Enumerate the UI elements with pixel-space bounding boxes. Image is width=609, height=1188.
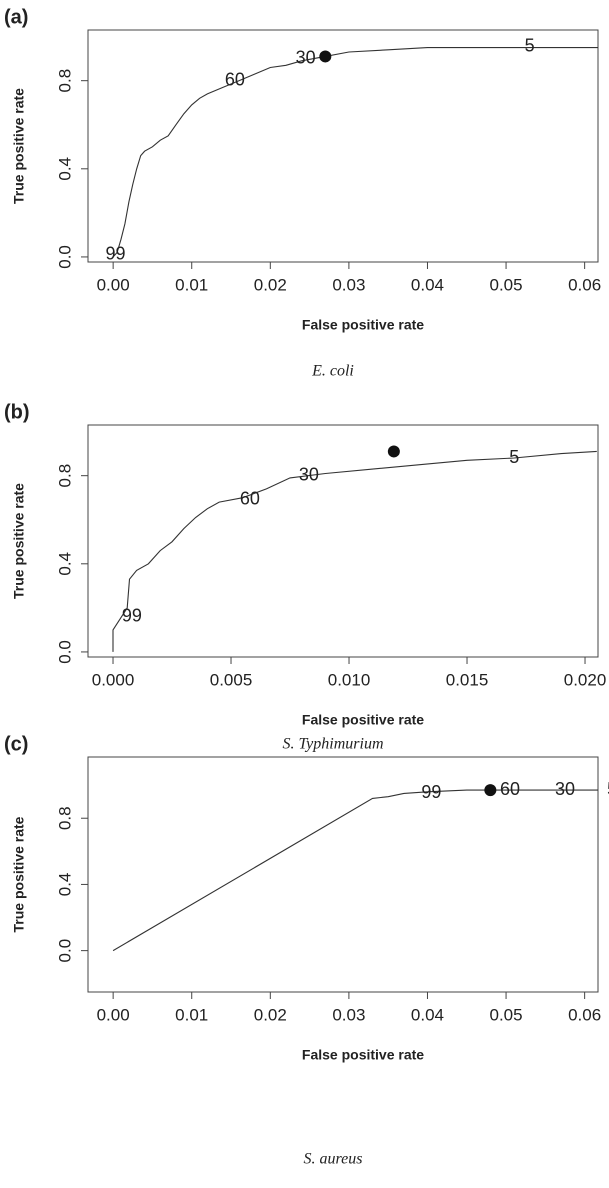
- y-axis-label: True positive rate: [11, 483, 27, 599]
- y-tick-label: 0.8: [55, 806, 74, 830]
- x-tick-label: 0.06: [568, 1005, 601, 1024]
- x-tick-label: 0.04: [411, 1005, 444, 1024]
- x-tick-label: 0.04: [411, 275, 444, 294]
- x-axis-label: False positive rate: [302, 1047, 424, 1063]
- threshold-label: 60: [225, 69, 245, 89]
- x-tick-label: 0.02: [254, 275, 287, 294]
- caption: S. Typhimurium: [282, 736, 383, 753]
- plot-frame: [87, 29, 599, 263]
- roc-curve: [112, 789, 598, 952]
- x-tick-label: 0.010: [328, 670, 371, 689]
- roc-curve: [112, 450, 597, 652]
- threshold-label: 30: [555, 779, 575, 799]
- panel-label: (c): [4, 733, 28, 755]
- x-tick-label: 0.03: [332, 1005, 365, 1024]
- y-axis-label: True positive rate: [11, 88, 27, 204]
- x-tick-label: 0.05: [490, 275, 523, 294]
- x-tick-label: 0.05: [490, 1005, 523, 1024]
- threshold-label: 30: [296, 47, 316, 67]
- plot-frame: [87, 424, 599, 658]
- y-axis-label: True positive rate: [11, 816, 27, 932]
- operating-point: [319, 50, 332, 63]
- threshold-label: 60: [240, 489, 260, 509]
- x-tick-label: 0.06: [568, 275, 601, 294]
- x-tick-label: 0.015: [446, 670, 489, 689]
- caption: E. coli: [311, 363, 354, 380]
- threshold-label: 60: [500, 779, 520, 799]
- threshold-label: 99: [105, 243, 125, 263]
- y-tick-label: 0.8: [55, 464, 74, 488]
- threshold-label: 99: [421, 782, 441, 802]
- operating-point: [484, 784, 497, 797]
- x-tick-label: 0.03: [332, 275, 365, 294]
- x-tick-label: 0.005: [210, 670, 253, 689]
- x-tick-label: 0.020: [564, 670, 607, 689]
- y-tick-label: 0.0: [55, 640, 74, 664]
- x-axis-label: False positive rate: [302, 317, 424, 333]
- plot-frame: [87, 756, 599, 993]
- roc-curve: [112, 47, 598, 258]
- threshold-label: 99: [122, 605, 142, 625]
- panel-label: (a): [4, 6, 28, 28]
- x-tick-label: 0.00: [97, 275, 130, 294]
- y-tick-label: 0.0: [55, 939, 74, 963]
- operating-point: [387, 445, 400, 458]
- y-tick-label: 0.4: [55, 552, 74, 576]
- panel-label: (b): [4, 401, 30, 423]
- x-tick-label: 0.000: [92, 670, 135, 689]
- threshold-label: 5: [607, 779, 609, 799]
- y-tick-label: 0.4: [55, 157, 74, 181]
- y-tick-label: 0.4: [55, 873, 74, 897]
- x-tick-label: 0.01: [175, 1005, 208, 1024]
- x-tick-label: 0.01: [175, 275, 208, 294]
- threshold-label: 5: [525, 35, 535, 55]
- y-tick-label: 0.8: [55, 69, 74, 93]
- threshold-label: 5: [509, 447, 519, 467]
- y-tick-label: 0.0: [55, 245, 74, 269]
- threshold-label: 30: [299, 464, 319, 484]
- x-tick-label: 0.00: [97, 1005, 130, 1024]
- x-axis-label: False positive rate: [302, 712, 424, 728]
- caption: S. aureus: [304, 1151, 363, 1168]
- x-tick-label: 0.02: [254, 1005, 287, 1024]
